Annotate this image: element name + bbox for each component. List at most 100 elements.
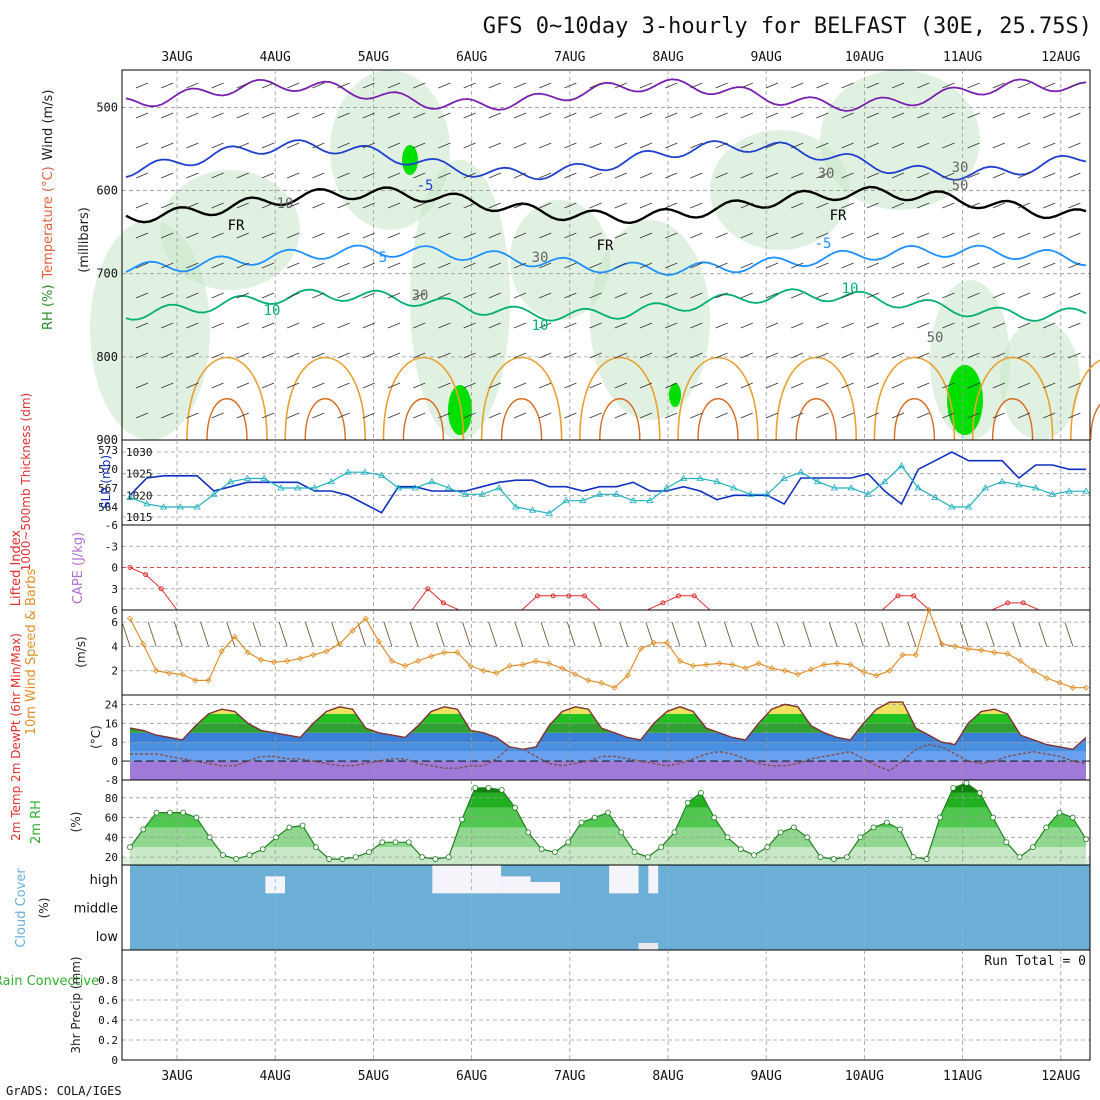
wind-speed-point [860, 668, 867, 675]
wind-barb [639, 172, 653, 179]
wind-barb [665, 322, 678, 329]
wind-barb [362, 292, 375, 299]
rh-point [339, 856, 346, 862]
rh-point [525, 829, 532, 836]
wind-barb [740, 172, 753, 179]
wind-speed-point [768, 665, 775, 672]
wind-speed-point [323, 648, 330, 655]
wind-barb [564, 262, 577, 269]
wind-barb [1068, 322, 1081, 329]
rh-point [751, 852, 757, 859]
wind-barb [236, 412, 249, 419]
rh-point [950, 785, 957, 791]
wind-barb [891, 412, 905, 419]
wind-barb [891, 352, 905, 359]
wind-barb [967, 382, 980, 389]
wind-barb [488, 142, 501, 149]
wind-barb [488, 202, 501, 209]
top-date-label: 5AUG [358, 50, 389, 65]
thickness-point [193, 503, 201, 510]
wind-barb [614, 112, 627, 119]
rh-point [684, 799, 691, 806]
wind-barb [1017, 412, 1031, 419]
wind-barb [261, 142, 275, 149]
lifted-tick-label: 3 [111, 583, 118, 596]
thickness-point [394, 484, 403, 491]
thickness-line [129, 464, 1086, 514]
wind-barb [690, 382, 703, 389]
isotherm-orange-inner [1090, 403, 1100, 441]
isotherm-teal [125, 288, 1087, 322]
wind-barb [539, 352, 552, 359]
wind-barb [236, 262, 249, 269]
bottom-date-label: 6AUG [456, 1069, 487, 1084]
isotherm-orange [186, 356, 268, 441]
wind-barb [413, 232, 426, 239]
wind-barb [1068, 292, 1081, 299]
wind-barb [816, 232, 829, 239]
wind-barb [211, 352, 224, 359]
wind-barb [1043, 112, 1056, 119]
wind-barb [665, 172, 678, 179]
rh-point [937, 814, 943, 821]
wind-barb [211, 322, 224, 329]
wind-barb [513, 172, 527, 179]
wind-barb [992, 142, 1005, 149]
isotherm-orange [480, 356, 563, 441]
wind-barb [438, 382, 451, 389]
bottom-date-label: 11AUG [943, 1069, 982, 1084]
wind-barb [161, 412, 174, 419]
wind-barb [539, 382, 552, 389]
wind-speed-point [166, 670, 173, 677]
thickness-point [428, 477, 436, 485]
wind-speed-point [1017, 657, 1024, 665]
contour-label: 50 [927, 330, 944, 346]
wind-barb [765, 382, 779, 389]
wind-barb [135, 232, 149, 239]
wind-barb [614, 82, 627, 89]
wind-barb [639, 352, 653, 359]
wind-barb [135, 172, 149, 179]
wind-barb [1068, 202, 1081, 209]
wind-barb [841, 82, 854, 89]
wind-barb-10m [278, 622, 288, 647]
wind-barb-10m [1012, 622, 1021, 647]
wind-barb [337, 352, 350, 359]
wind-barb [211, 82, 224, 89]
thickness-point [512, 503, 520, 510]
rh-ylabel: 2m RH [29, 800, 44, 844]
wind-barb [639, 112, 653, 119]
wind-barb [135, 262, 149, 269]
high-cloud-block [648, 865, 659, 894]
wind-barb-10m [252, 622, 262, 647]
wind-barb [387, 352, 401, 359]
wind-barb [564, 352, 577, 359]
wind-barb [967, 292, 980, 299]
wind-barb [261, 172, 275, 179]
rh-point [671, 829, 678, 836]
wind-barb [362, 172, 375, 179]
wind-barb [589, 262, 602, 269]
wind-barb [816, 172, 829, 179]
thickness-ylabel: 1000~500mb Thickness (dm) [19, 393, 33, 571]
wind-barb [841, 262, 854, 269]
wind-barb [513, 322, 527, 329]
wind-barb [135, 292, 149, 299]
wind-barb [161, 172, 174, 179]
rh-point [352, 854, 359, 860]
thickness-point [528, 506, 537, 513]
wind-tick-label: 6 [111, 616, 118, 629]
rh-point [578, 819, 585, 826]
wind-speed-point [716, 660, 723, 667]
wind-barb [539, 202, 552, 209]
wind-barb [564, 172, 577, 179]
wind-barb [1017, 382, 1031, 389]
rh-point [737, 846, 744, 853]
wind-barb [992, 292, 1005, 299]
wind-barb [287, 262, 300, 269]
wind-barb [740, 232, 753, 239]
top-date-label: 6AUG [456, 50, 487, 65]
wind-barb [312, 352, 325, 359]
